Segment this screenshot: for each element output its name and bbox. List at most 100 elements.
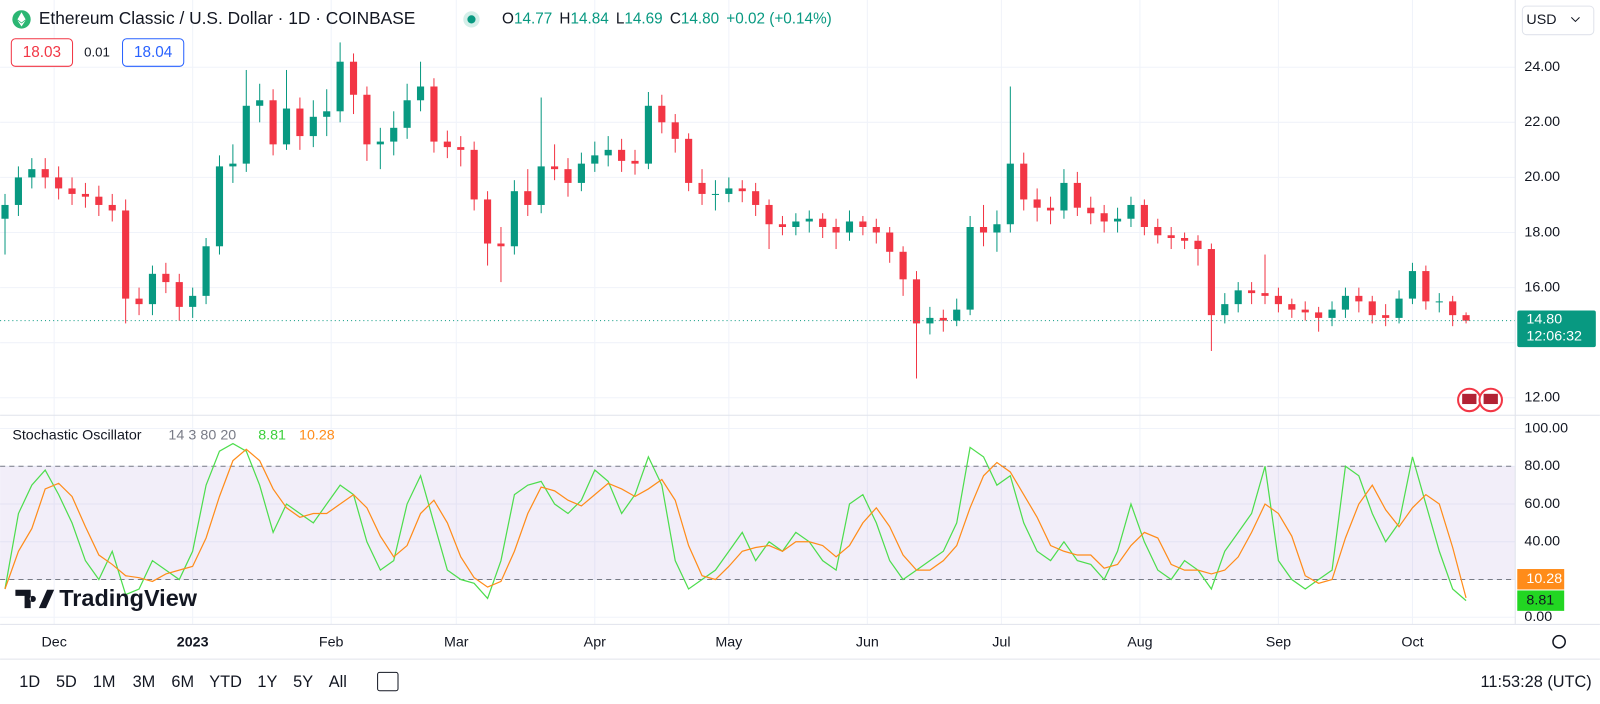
y2-tick-label: 100.00 xyxy=(1524,420,1568,436)
candle-body xyxy=(872,226,880,233)
symbol-title: Ethereum Classic / U.S. Dollar · 1D · CO… xyxy=(39,8,415,28)
ohlc-change: +0.02 (+0.14%) xyxy=(726,10,831,27)
stoch-line xyxy=(4,448,1467,599)
candle-body xyxy=(1154,226,1162,236)
candle-body xyxy=(1449,301,1457,316)
currency-label[interactable]: USD xyxy=(1526,12,1556,28)
ohlc-key: L xyxy=(616,10,625,27)
range-button[interactable]: 1M xyxy=(93,673,116,691)
candle-body xyxy=(175,282,183,307)
x-tick-label: Feb xyxy=(319,635,344,651)
candle-body xyxy=(1087,207,1095,214)
candle-body xyxy=(1073,182,1081,208)
candle-body xyxy=(1382,315,1390,318)
candle-body xyxy=(309,116,317,137)
x-tick-label: Jul xyxy=(992,635,1010,651)
candle-body xyxy=(1113,218,1122,222)
candle-body xyxy=(202,246,210,296)
candle-body xyxy=(122,210,130,299)
sell-price[interactable]: 18.03 xyxy=(23,44,61,61)
candle-body xyxy=(390,127,398,142)
candle-body xyxy=(1140,204,1148,227)
param: 14 xyxy=(168,427,184,443)
range-button[interactable]: 6M xyxy=(171,673,194,691)
sell-button[interactable] xyxy=(10,38,74,67)
candle-body xyxy=(135,298,143,305)
candle-body xyxy=(510,191,518,247)
candle-body xyxy=(1288,304,1296,310)
candle-body xyxy=(1261,293,1269,296)
candle-body xyxy=(349,61,358,95)
candle-body xyxy=(1181,238,1189,241)
candle-body xyxy=(859,221,867,227)
candle-body xyxy=(577,163,585,183)
y-tick-label: 16.00 xyxy=(1524,279,1560,295)
param: 80 xyxy=(200,427,216,443)
currency-button[interactable] xyxy=(1521,5,1595,36)
candle-body xyxy=(591,155,599,164)
candle-body xyxy=(1435,301,1443,303)
y2-tick-label: 60.00 xyxy=(1524,496,1560,512)
candle-body xyxy=(256,100,264,106)
d-value: 10.28 xyxy=(299,427,335,443)
candle-body xyxy=(1248,290,1256,294)
range-toolbar: 1D 5D 1M 3M 6M YTD 1Y 5Y All xyxy=(19,673,347,691)
candle-body xyxy=(1328,309,1336,318)
candle-body xyxy=(336,61,344,112)
candle-body xyxy=(1207,249,1215,316)
y-tick-label: 20.00 xyxy=(1524,169,1560,185)
candle-body xyxy=(993,224,1001,233)
candle-body xyxy=(618,149,626,161)
candle-body xyxy=(1462,315,1470,321)
ohlc-value: 14.80 xyxy=(681,10,719,27)
currency-caret[interactable] xyxy=(1570,16,1580,23)
clock: 11:53:28 (UTC) xyxy=(1481,673,1592,691)
candle-body xyxy=(1020,163,1028,200)
buy-button[interactable] xyxy=(122,38,185,67)
candle-body xyxy=(229,163,237,167)
d-tag xyxy=(1517,569,1565,590)
candle-body xyxy=(631,160,639,164)
candle-body xyxy=(899,251,907,280)
candle-body xyxy=(189,295,197,307)
flag-fill xyxy=(1483,393,1498,405)
market-status-dot xyxy=(467,15,476,24)
range-button[interactable]: 5D xyxy=(56,673,77,691)
candle-body xyxy=(470,149,478,200)
y2-tick-label: 80.00 xyxy=(1524,458,1560,474)
x-tick-label: Aug xyxy=(1127,635,1152,651)
marks-layer xyxy=(0,42,1516,602)
candle-body xyxy=(1046,207,1055,211)
settings-icon[interactable] xyxy=(1552,634,1566,649)
candle-body xyxy=(68,188,76,194)
candle-body xyxy=(497,243,505,247)
candle-body xyxy=(832,226,840,233)
range-button[interactable]: YTD xyxy=(209,673,242,691)
range-button[interactable]: 1Y xyxy=(257,673,277,691)
candle-body xyxy=(564,169,572,183)
range-button[interactable]: All xyxy=(329,673,347,691)
candle-body xyxy=(805,218,813,222)
y-tick-label: 22.00 xyxy=(1524,114,1560,130)
candle-body xyxy=(537,166,545,205)
date-range-icon[interactable] xyxy=(377,671,399,692)
x-tick-label: Jun xyxy=(856,635,879,651)
candle-body xyxy=(752,191,760,205)
candle-body xyxy=(886,232,894,252)
brand-logo xyxy=(15,589,55,609)
candle-body xyxy=(41,169,49,178)
candle-body xyxy=(1408,271,1417,299)
candle-body xyxy=(725,188,733,194)
candle-body xyxy=(1422,271,1430,302)
range-button[interactable]: 5Y xyxy=(293,673,313,691)
flag-fill xyxy=(1462,393,1477,405)
range-button[interactable]: 3M xyxy=(133,673,156,691)
buy-price[interactable]: 18.04 xyxy=(134,44,173,61)
candle-body xyxy=(1194,240,1202,250)
y-tick-label: 12.00 xyxy=(1524,390,1560,406)
x-tick-label: Oct xyxy=(1401,635,1423,651)
ohlc-legend: O14.77 H14.84 L14.69 C14.80 +0.02 (+0.14%) xyxy=(502,10,832,27)
range-button[interactable]: 1D xyxy=(19,673,40,691)
candle-body xyxy=(765,204,773,225)
